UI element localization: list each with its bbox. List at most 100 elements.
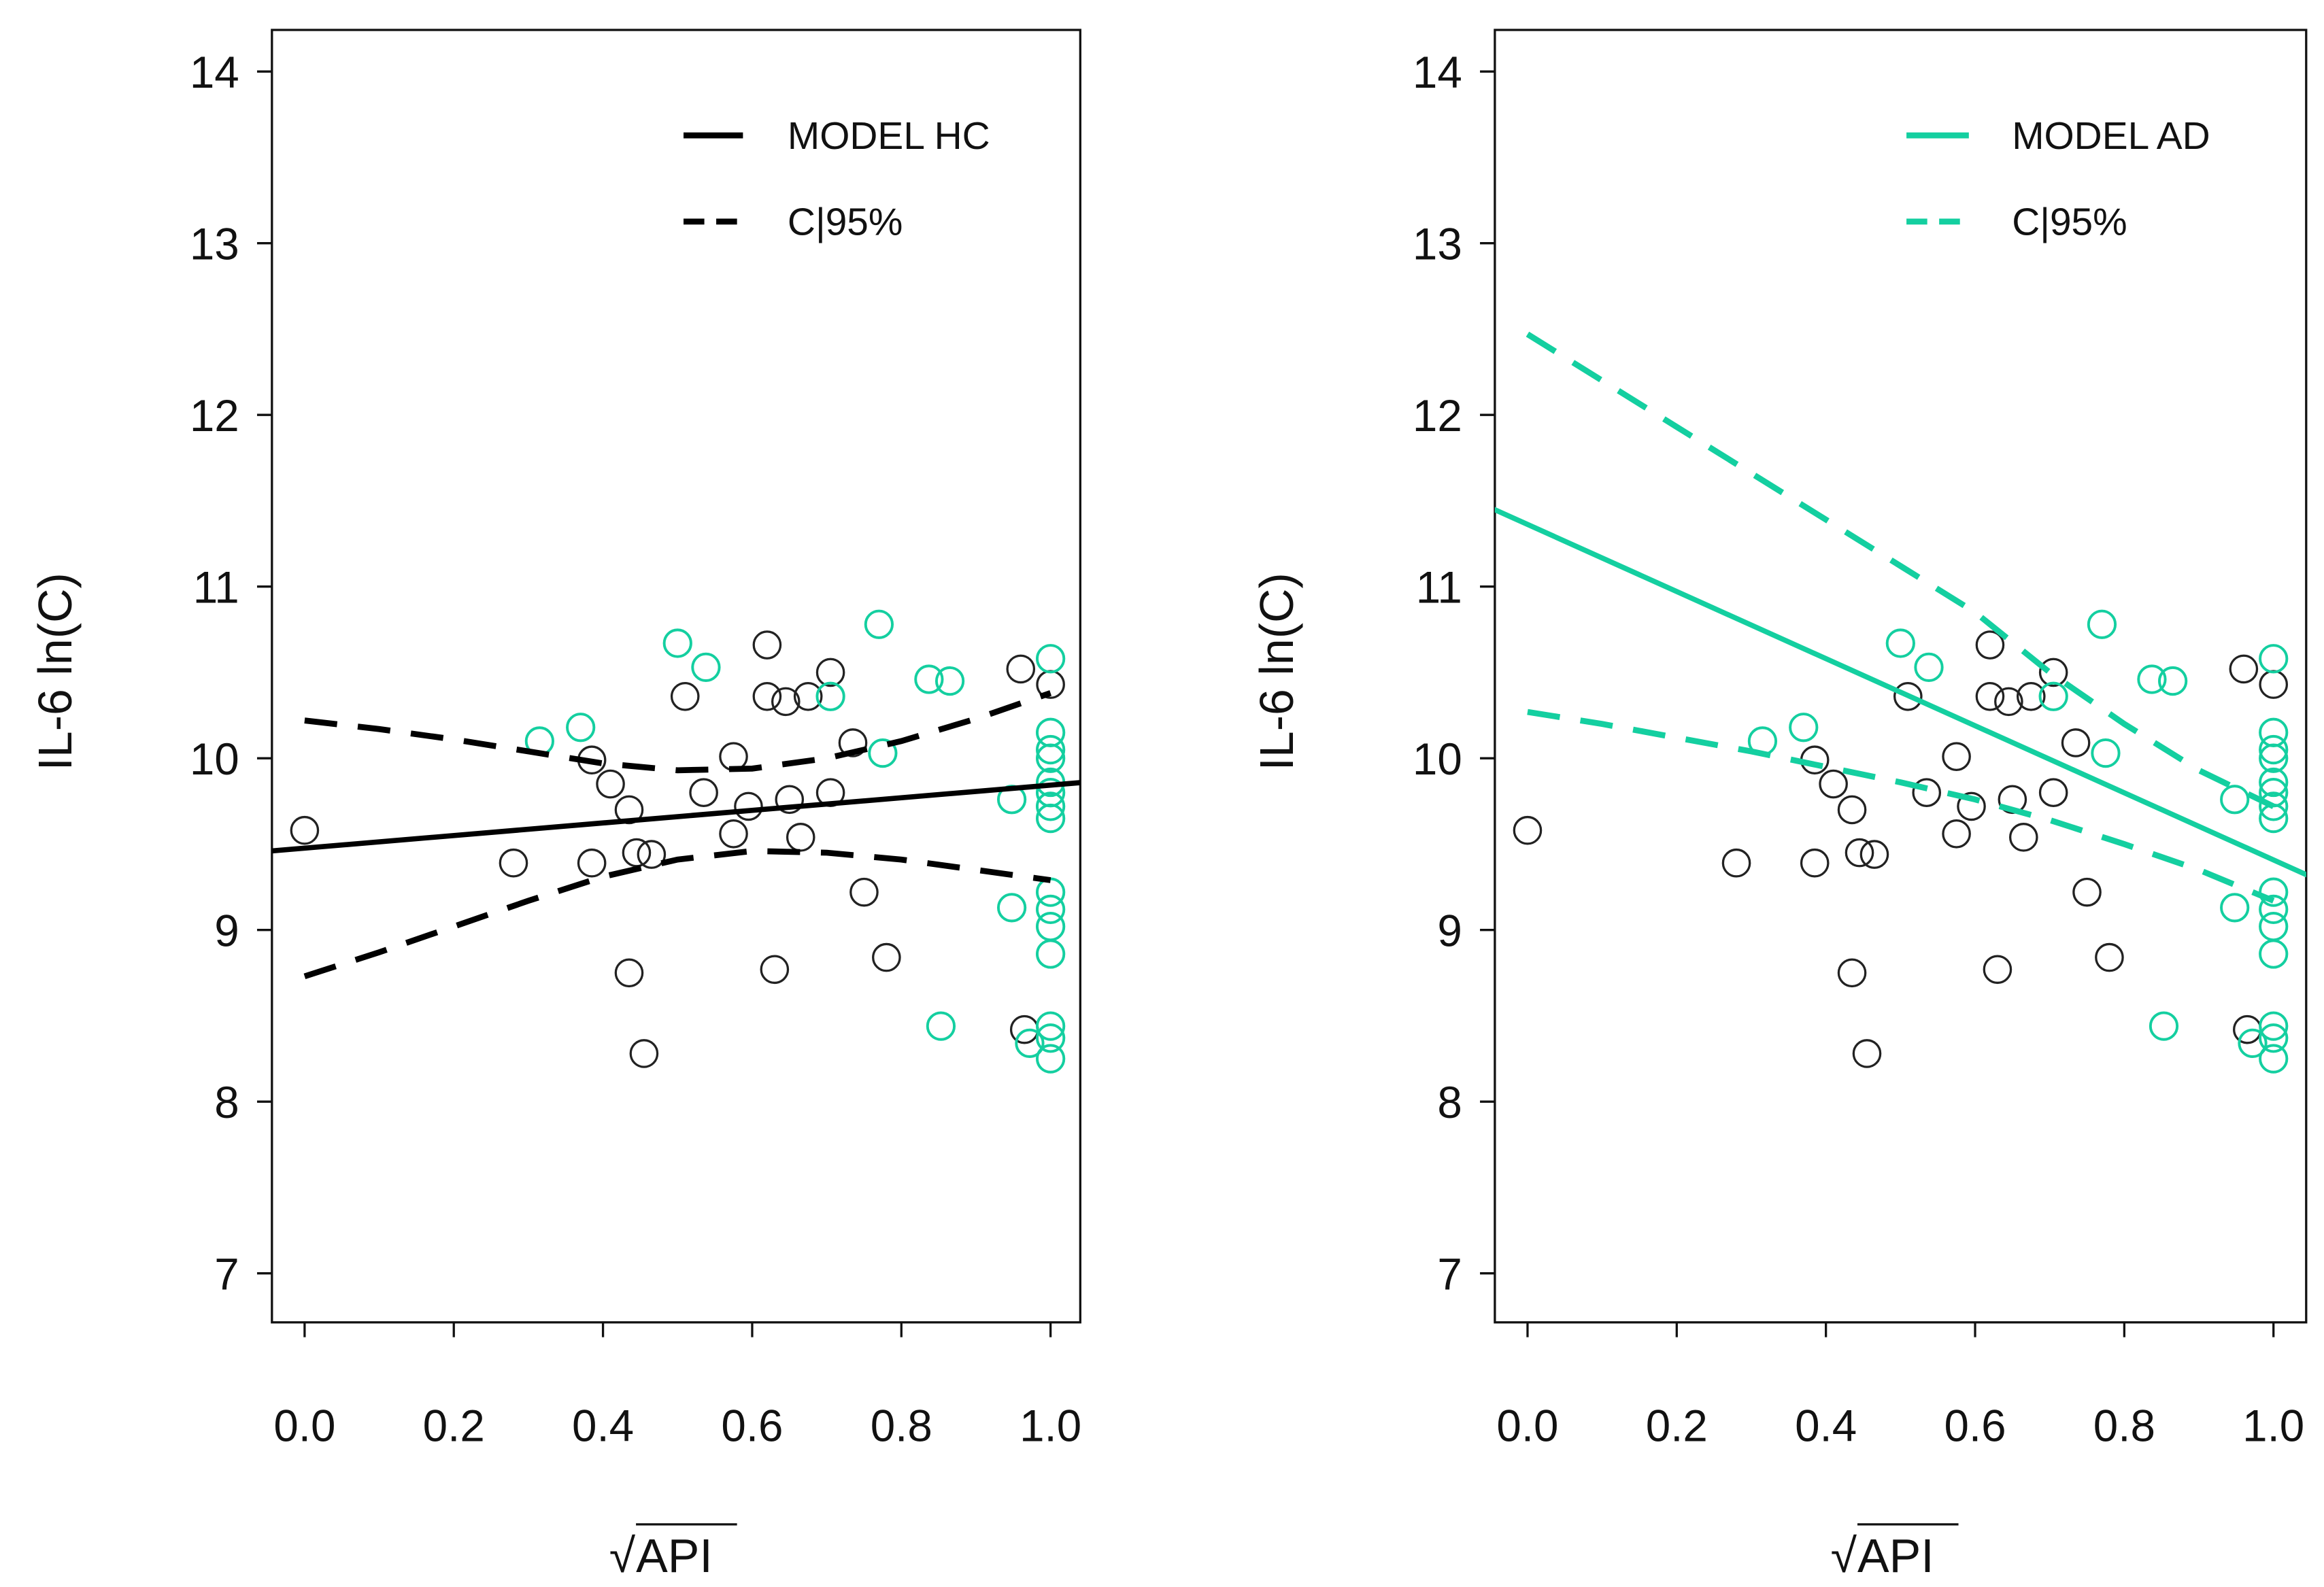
hc-data-point bbox=[629, 1039, 659, 1068]
ad-data-point bbox=[2259, 1011, 2289, 1041]
ad-data-point bbox=[2259, 791, 2289, 821]
ad-data-point bbox=[2259, 912, 2289, 942]
x-tick-label: 1.0 bbox=[1020, 1401, 1081, 1451]
ad-data-point bbox=[2259, 894, 2289, 925]
y-tick-label: 13 bbox=[1413, 220, 1462, 269]
legend-ci-label: C|95% bbox=[2012, 201, 2127, 244]
ad-data-point bbox=[1015, 1028, 1045, 1058]
y-axis-label: IL-6 ln(C) bbox=[1250, 573, 1303, 770]
ad-data-point bbox=[662, 628, 692, 658]
y-tick-label: 12 bbox=[1413, 391, 1462, 441]
y-tick-label: 9 bbox=[214, 906, 239, 956]
plot-frame bbox=[1494, 29, 2308, 1324]
ad-data-point bbox=[2259, 1023, 2289, 1053]
legend: MODEL AD C|95% bbox=[1906, 115, 2210, 244]
hc-data-point bbox=[2072, 877, 2102, 907]
hc-data-point bbox=[1852, 1039, 1882, 1068]
lines-layer bbox=[271, 690, 1081, 980]
hc-data-point bbox=[2259, 670, 2289, 699]
ci-upper-line bbox=[304, 690, 1052, 774]
ad-data-point bbox=[914, 664, 944, 694]
ad-data-point bbox=[926, 1011, 956, 1041]
plot-frame bbox=[271, 29, 1081, 1324]
hc-data-point bbox=[734, 791, 763, 821]
x-tick-label: 0.6 bbox=[721, 1401, 783, 1451]
hc-data-point bbox=[1819, 769, 1848, 799]
x-axis-label: √ API bbox=[1831, 1523, 1959, 1582]
hc-data-point bbox=[596, 769, 625, 799]
hc-data-point bbox=[815, 658, 845, 687]
hc-data-point bbox=[614, 958, 644, 988]
x-tick-label: 0.6 bbox=[1944, 1401, 2006, 1451]
hc-data-point bbox=[2229, 654, 2259, 684]
ad-data-point bbox=[864, 609, 894, 639]
y-tick-label: 8 bbox=[214, 1078, 239, 1127]
ad-data-point bbox=[1789, 713, 1819, 743]
x-tick-label: 1.0 bbox=[2242, 1401, 2304, 1451]
ad-data-point bbox=[868, 738, 898, 768]
hc-data-point bbox=[752, 630, 782, 660]
panel-ad: IL-6 ln(C) √ API MODEL AD C|95% 7 8 9 10 11 1… bbox=[1250, 29, 2308, 1582]
y-tick-label: 9 bbox=[1437, 906, 1462, 956]
ad-data-point bbox=[1036, 803, 1066, 834]
ad-data-point bbox=[1036, 1011, 1066, 1041]
hc-data-point bbox=[1859, 840, 1889, 869]
hc-data-point bbox=[670, 681, 700, 711]
ad-data-point bbox=[1036, 734, 1066, 765]
hc-data-point bbox=[838, 728, 868, 757]
y-tick-label: 8 bbox=[1437, 1078, 1462, 1127]
ad-data-point bbox=[2259, 803, 2289, 834]
hc-data-point bbox=[290, 815, 320, 845]
y-tick-label: 7 bbox=[1437, 1250, 1462, 1299]
y-tick-label: 14 bbox=[1413, 48, 1462, 97]
ad-data-point bbox=[2158, 666, 2188, 696]
hc-data-point bbox=[1957, 791, 1986, 821]
hc-data-point bbox=[1837, 958, 1867, 988]
hc-data-point bbox=[786, 823, 815, 852]
ci-lower-line bbox=[1527, 709, 2275, 904]
ad-data-point bbox=[2238, 1028, 2268, 1058]
hc-data-point bbox=[2038, 778, 2068, 807]
ad-data-point bbox=[2259, 734, 2289, 765]
ad-data-point bbox=[996, 893, 1027, 923]
x-tick-label: 0.0 bbox=[1496, 1401, 1558, 1451]
ad-data-point bbox=[2038, 681, 2068, 711]
hc-data-point bbox=[771, 687, 801, 717]
ad-data-point bbox=[2259, 743, 2289, 773]
y-tick-label: 10 bbox=[1413, 734, 1462, 784]
hc-data-point bbox=[775, 785, 805, 815]
hc-data-point bbox=[2038, 658, 2068, 687]
x-tick-label: 0.4 bbox=[1795, 1401, 1857, 1451]
sqrt-symbol: √ bbox=[609, 1529, 636, 1582]
hc-data-point bbox=[1837, 795, 1867, 825]
ad-data-point bbox=[2137, 664, 2167, 694]
hc-data-point bbox=[1942, 742, 1971, 771]
ad-data-point bbox=[1036, 939, 1066, 969]
hc-data-point bbox=[1513, 815, 1543, 845]
hc-data-point bbox=[2016, 681, 2046, 711]
ad-data-point bbox=[1036, 1044, 1066, 1074]
hc-data-point bbox=[1975, 681, 2005, 711]
x-tick-label: 0.2 bbox=[1646, 1401, 1708, 1451]
hc-data-point bbox=[689, 778, 718, 807]
hc-data-point bbox=[2095, 942, 2124, 972]
model-line bbox=[1494, 507, 2306, 878]
legend: MODEL HC C|95% bbox=[684, 115, 990, 244]
ad-data-point bbox=[1914, 652, 1944, 682]
hc-data-point bbox=[2009, 823, 2038, 852]
points-layer bbox=[1513, 609, 2289, 1074]
y-tick-label: 14 bbox=[190, 48, 239, 97]
ad-data-point bbox=[1036, 912, 1066, 942]
ad-data-point bbox=[1036, 1023, 1066, 1053]
y-tick-label: 12 bbox=[190, 391, 239, 441]
x-axis-label: √ API bbox=[609, 1523, 737, 1582]
ad-data-point bbox=[1036, 791, 1066, 821]
ad-data-point bbox=[815, 681, 845, 711]
sqrt-symbol: √ bbox=[1831, 1529, 1857, 1582]
y-tick-label: 7 bbox=[214, 1250, 239, 1299]
ad-data-point bbox=[2259, 939, 2289, 969]
hc-data-point bbox=[1893, 681, 1923, 711]
hc-data-point bbox=[499, 848, 528, 878]
x-tick-label: 0.2 bbox=[423, 1401, 485, 1451]
ad-data-point bbox=[566, 713, 596, 743]
